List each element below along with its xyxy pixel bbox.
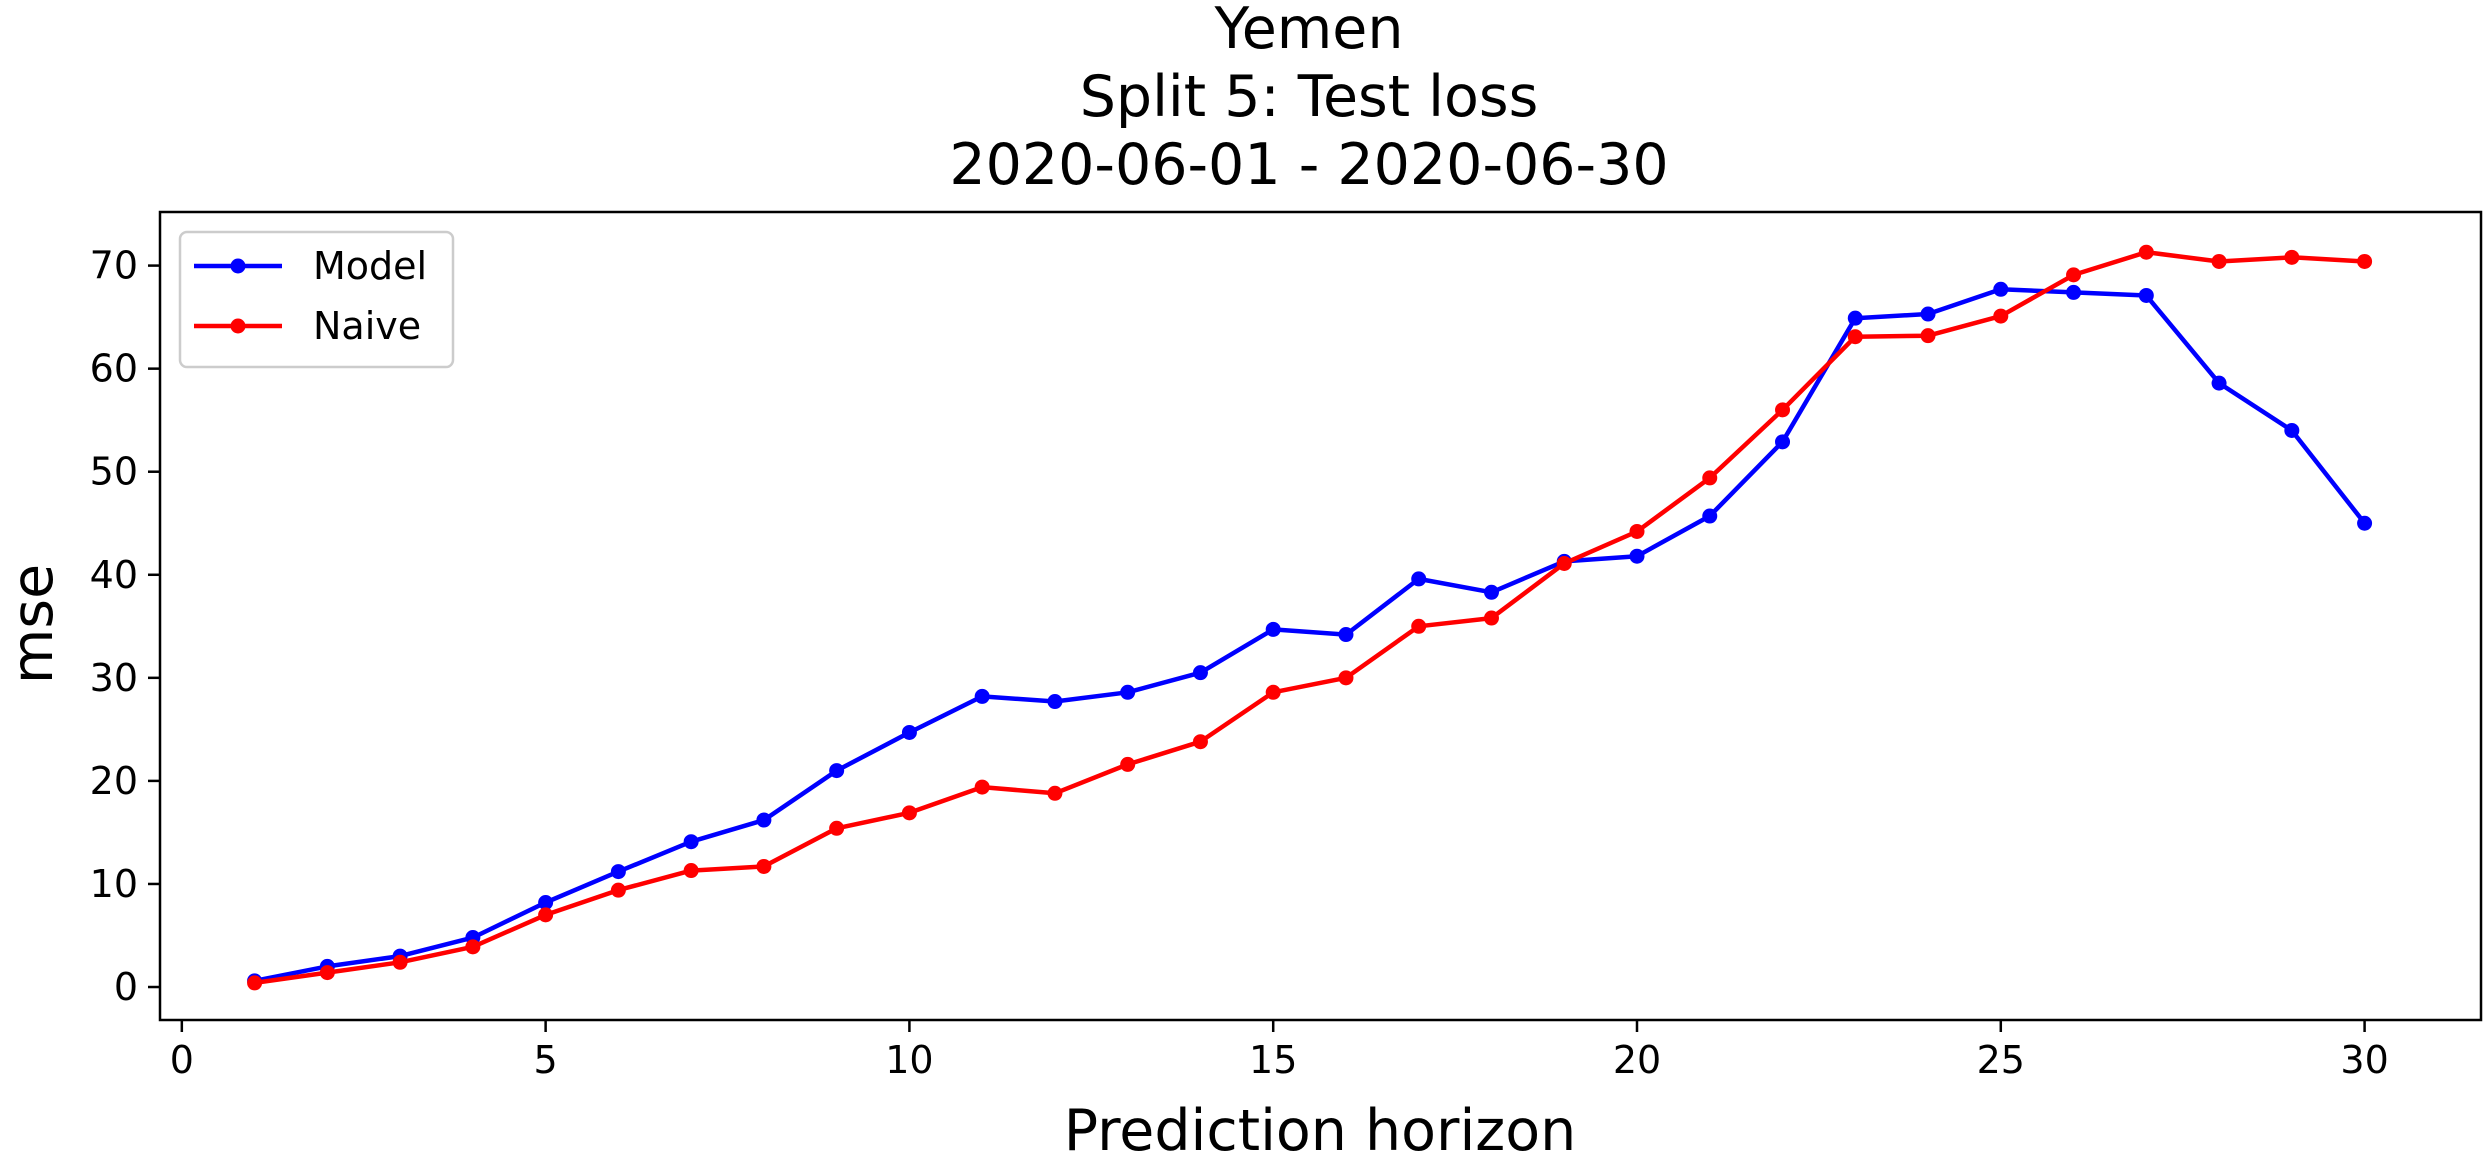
data-point-naive — [1483, 610, 1499, 626]
data-point-naive — [1192, 734, 1208, 750]
data-point-model — [2284, 422, 2300, 438]
legend-marker-naive — [230, 318, 246, 334]
data-point-naive — [319, 965, 335, 981]
x-tick-label: 30 — [2340, 1038, 2388, 1082]
data-point-naive — [392, 954, 408, 970]
y-tick-label: 0 — [114, 965, 138, 1009]
x-tick-label: 25 — [1977, 1038, 2025, 1082]
data-point-naive — [1338, 670, 1354, 686]
legend-entry-naive: Naive — [194, 304, 421, 348]
data-point-model — [2357, 515, 2373, 531]
x-axis-label: Prediction horizon — [1064, 1098, 1576, 1164]
x-tick-label: 5 — [534, 1038, 558, 1082]
data-point-naive — [247, 975, 263, 991]
data-point-naive — [1411, 618, 1427, 634]
data-point-naive — [683, 863, 699, 879]
legend-label-model: Model — [313, 244, 427, 288]
data-point-model — [2211, 375, 2227, 391]
data-point-naive — [1556, 555, 1572, 571]
y-tick-label: 50 — [90, 450, 138, 494]
data-point-model — [1120, 684, 1136, 700]
legend: Model Naive — [178, 230, 455, 369]
data-point-naive — [1702, 470, 1718, 486]
data-point-model — [829, 763, 845, 779]
series-naive — [247, 244, 2373, 991]
data-point-naive — [2357, 253, 2373, 269]
data-point-model — [1483, 584, 1499, 600]
legend-marker-model — [230, 258, 246, 274]
y-tick-label: 10 — [90, 862, 138, 906]
data-point-naive — [756, 858, 772, 874]
plot-area — [247, 244, 2373, 991]
data-point-naive — [1120, 756, 1136, 772]
legend-entries: Model Naive — [194, 244, 427, 348]
data-point-model — [610, 864, 626, 880]
data-point-model — [2138, 287, 2154, 303]
y-tick-label: 40 — [90, 553, 138, 597]
data-point-model — [683, 834, 699, 850]
x-tick-label: 0 — [170, 1038, 194, 1082]
data-point-naive — [829, 820, 845, 836]
data-point-model — [1920, 306, 1936, 322]
data-point-naive — [610, 882, 626, 898]
series-line-model — [254, 287, 2367, 984]
plot-frame — [158, 210, 2483, 1022]
data-point-naive — [2066, 267, 2082, 283]
data-point-model — [1775, 434, 1791, 450]
data-point-naive — [1993, 308, 2009, 324]
data-point-model — [1993, 281, 2009, 297]
data-point-naive — [465, 939, 481, 955]
series-line-naive — [254, 249, 2365, 986]
data-point-model — [1847, 310, 1863, 326]
y-axis-label: mse — [0, 564, 66, 684]
data-point-model — [1047, 694, 1063, 710]
data-point-model — [1411, 571, 1427, 587]
y-axis-ticks: 0 10 20 30 40 50 60 70 — [90, 244, 160, 1009]
data-point-naive — [2211, 253, 2227, 269]
data-point-naive — [1265, 684, 1281, 700]
data-point-model — [901, 724, 917, 740]
data-point-naive — [1775, 402, 1791, 418]
data-point-naive — [1047, 785, 1063, 801]
x-tick-label: 10 — [885, 1038, 933, 1082]
y-tick-label: 70 — [90, 244, 138, 288]
data-point-naive — [538, 907, 554, 923]
data-point-naive — [1847, 329, 1863, 345]
legend-label-naive: Naive — [313, 304, 421, 348]
data-point-model — [2066, 284, 2082, 300]
legend-entry-model: Model — [194, 244, 427, 288]
data-point-naive — [2284, 249, 2300, 265]
data-point-naive — [2138, 244, 2154, 260]
x-axis-ticks: 0 5 10 15 20 25 30 — [170, 1020, 2389, 1082]
data-point-model — [1265, 621, 1281, 637]
data-point-naive — [901, 805, 917, 821]
chart-title-line-3: 2020-06-01 - 2020-06-30 — [949, 132, 1668, 198]
data-point-model — [1192, 665, 1208, 681]
x-tick-label: 15 — [1249, 1038, 1297, 1082]
data-point-model — [538, 895, 554, 911]
data-point-model — [1338, 627, 1354, 643]
data-point-model — [756, 812, 772, 828]
data-point-naive — [974, 779, 990, 795]
chart-title-line-1: Yemen — [1213, 0, 1403, 62]
data-point-model — [1702, 508, 1718, 524]
chart-title-line-2: Split 5: Test loss — [1080, 64, 1539, 130]
y-tick-label: 60 — [90, 347, 138, 391]
data-point-model — [1629, 548, 1645, 564]
y-tick-label: 30 — [90, 656, 138, 700]
data-point-model — [974, 688, 990, 704]
y-tick-label: 20 — [90, 759, 138, 803]
data-point-naive — [1920, 328, 1936, 344]
chart-title: Yemen Split 5: Test loss 2020-06-01 - 20… — [949, 0, 1668, 198]
data-point-naive — [1629, 523, 1645, 539]
x-tick-label: 20 — [1613, 1038, 1661, 1082]
